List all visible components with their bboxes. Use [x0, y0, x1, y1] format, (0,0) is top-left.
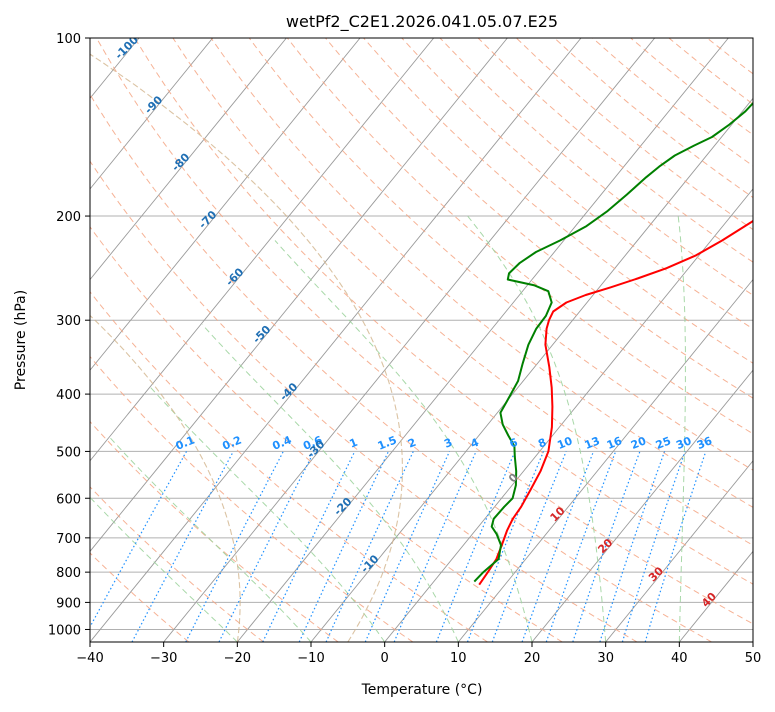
- x-tick-label: 30: [597, 651, 614, 666]
- x-axis-label: Temperature (°C): [361, 682, 483, 698]
- x-tick-label: −10: [297, 651, 324, 666]
- y-tick-label: 300: [56, 314, 81, 329]
- y-axis-label: Pressure (hPa): [13, 290, 29, 390]
- y-tick-label: 1000: [48, 624, 81, 639]
- x-tick-label: 50: [745, 651, 762, 666]
- x-tick-label: −20: [224, 651, 251, 666]
- y-tick-label: 800: [56, 566, 81, 581]
- y-tick-label: 900: [56, 596, 81, 611]
- x-tick-label: −30: [150, 651, 177, 666]
- isotherm-line: [753, 38, 775, 642]
- isotherm-line: [0, 38, 65, 642]
- y-tick-label: 600: [56, 492, 81, 507]
- y-tick-label: 700: [56, 532, 81, 547]
- y-tick-label: 200: [56, 210, 81, 225]
- x-tick-label: −40: [76, 651, 103, 666]
- chart-title: wetPf2_C2E1.2026.041.05.07.E25: [286, 12, 558, 32]
- x-tick-label: 40: [671, 651, 688, 666]
- y-tick-label: 500: [56, 445, 81, 460]
- x-tick-label: 20: [524, 651, 541, 666]
- x-tick-label: 10: [450, 651, 467, 666]
- y-tick-label: 400: [56, 388, 81, 403]
- plot-background: [90, 38, 753, 642]
- x-tick-label: 0: [381, 651, 389, 666]
- y-tick-label: 100: [56, 32, 81, 47]
